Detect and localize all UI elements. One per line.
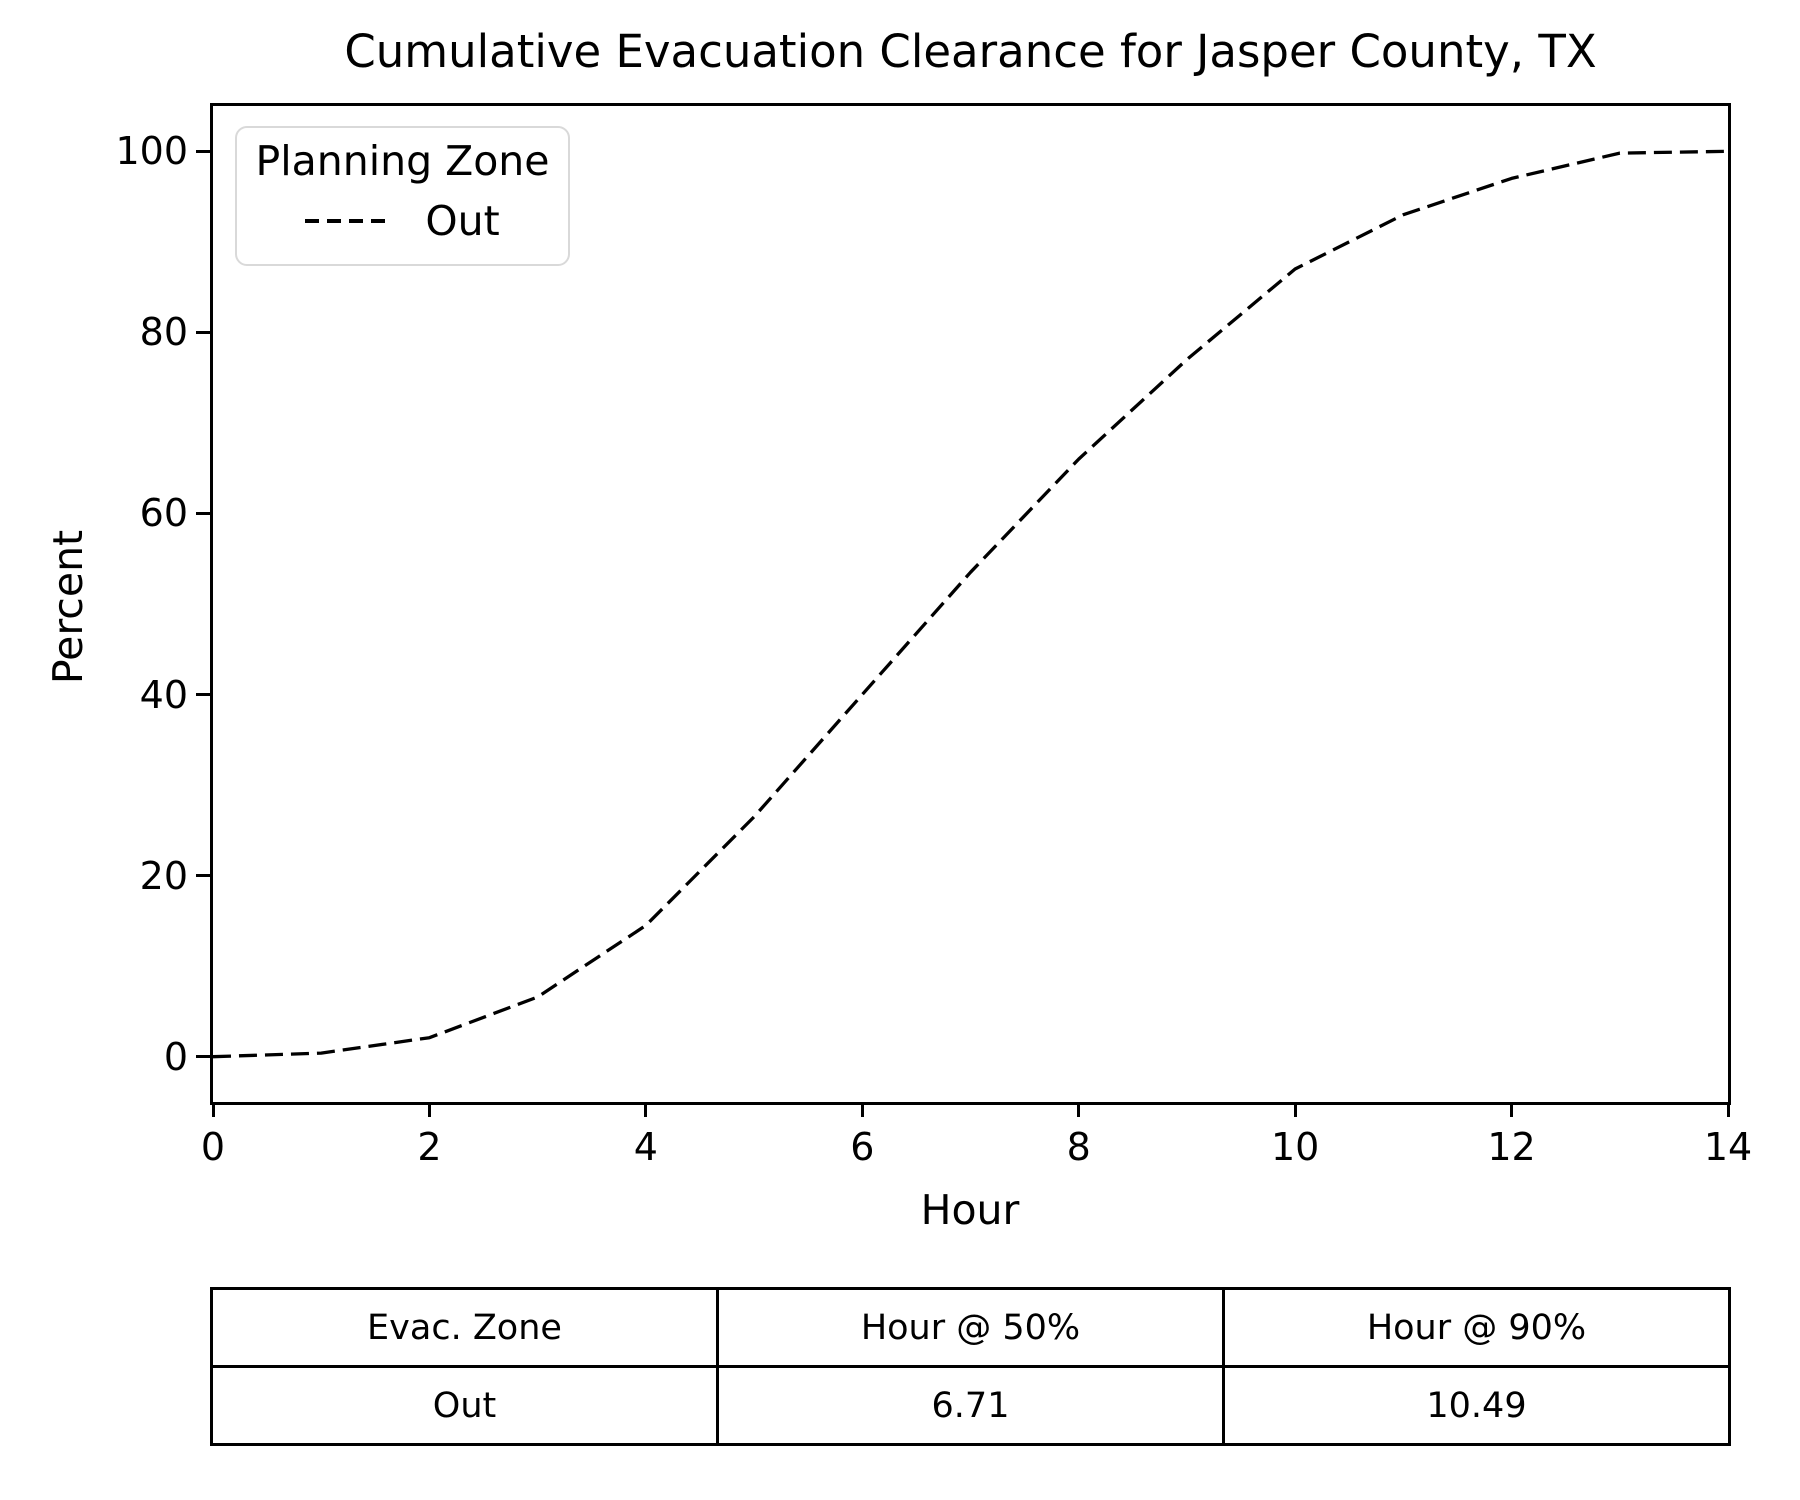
summary-table: Evac. Zone Hour @ 50% Hour @ 90% Out 6.71 10… <box>210 1287 1731 1446</box>
legend-item-out: Out <box>237 197 568 245</box>
summary-table-header-row: Evac. Zone Hour @ 50% Hour @ 90% <box>210 1287 1731 1368</box>
summary-table-header-cell: Hour @ 50% <box>716 1287 1225 1368</box>
dashed-line-icon <box>305 219 392 224</box>
legend: Planning Zone Out <box>235 126 570 266</box>
x-tick-mark <box>427 1104 431 1117</box>
plot-area: Planning Zone Out <box>210 103 1731 1105</box>
summary-table-row: Out 6.71 10.49 <box>210 1365 1731 1446</box>
summary-table-header-cell: Evac. Zone <box>210 1287 719 1368</box>
legend-title: Planning Zone <box>255 137 550 185</box>
x-tick-label: 2 <box>417 1125 442 1169</box>
x-tick-label: 8 <box>1066 1125 1091 1169</box>
y-tick-mark <box>196 693 210 697</box>
x-tick-mark <box>644 1104 648 1117</box>
x-tick-mark <box>1293 1104 1297 1117</box>
y-tick-label: 20 <box>139 853 188 898</box>
x-tick-mark <box>211 1104 215 1117</box>
x-tick-label: 12 <box>1487 1125 1536 1169</box>
y-tick-label: 80 <box>139 310 188 355</box>
y-axis-label: Percent <box>44 529 92 685</box>
summary-table-header-cell: Hour @ 90% <box>1222 1287 1731 1368</box>
y-tick-label: 0 <box>163 1034 188 1079</box>
x-tick-label: 10 <box>1270 1125 1320 1169</box>
y-tick-mark <box>196 874 210 878</box>
y-tick-label: 60 <box>139 491 188 536</box>
x-tick-label: 6 <box>850 1125 875 1169</box>
summary-table-cell: 6.71 <box>716 1365 1225 1446</box>
clearance-curve <box>213 149 1728 1059</box>
summary-table-cell: 10.49 <box>1222 1365 1731 1446</box>
y-tick-mark <box>196 330 210 334</box>
y-tick-mark <box>196 1055 210 1059</box>
x-tick-label: 14 <box>1703 1125 1753 1169</box>
y-tick-mark <box>196 511 210 515</box>
y-tick-label: 40 <box>139 672 188 717</box>
y-tick-label: 100 <box>115 129 188 174</box>
legend-entry-label: Out <box>425 197 500 246</box>
series-line-out <box>213 149 1728 1059</box>
x-tick-mark <box>1077 1104 1081 1117</box>
summary-table-cell: Out <box>210 1365 719 1446</box>
chart-title: Cumulative Evacuation Clearance for Jasp… <box>344 25 1597 78</box>
x-tick-label: 4 <box>633 1125 658 1169</box>
x-tick-mark <box>1510 1104 1514 1117</box>
x-tick-mark <box>860 1104 864 1117</box>
x-tick-mark <box>1726 1104 1730 1117</box>
x-tick-label: 0 <box>200 1125 226 1169</box>
y-tick-mark <box>196 149 210 153</box>
x-axis-label: Hour <box>920 1186 1020 1234</box>
